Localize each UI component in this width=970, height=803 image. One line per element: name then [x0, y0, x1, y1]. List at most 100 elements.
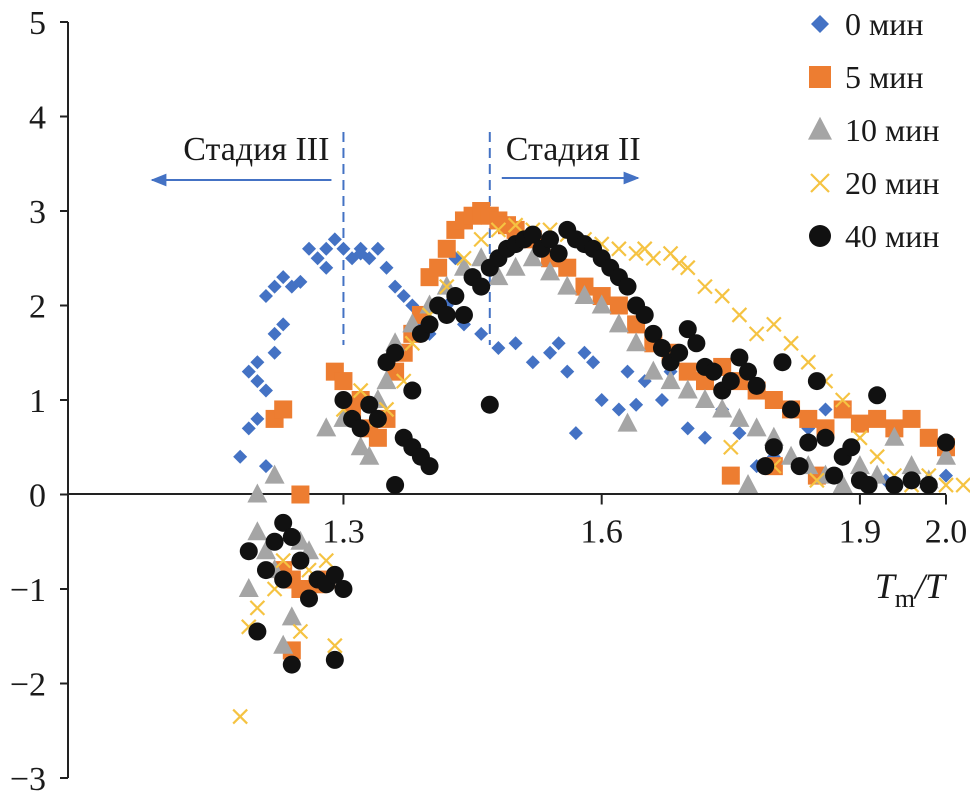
x-stroke	[473, 231, 489, 248]
data-point	[678, 320, 697, 339]
data-point	[938, 477, 954, 493]
y-tick-label: 5	[29, 5, 46, 42]
x-stroke	[800, 354, 817, 370]
data-point	[729, 407, 750, 427]
data-point	[766, 316, 782, 333]
data-point	[620, 364, 635, 379]
data-point	[250, 374, 265, 389]
y-tick-label: −2	[10, 667, 46, 704]
data-point	[809, 472, 825, 489]
y-tick-label: 2	[29, 289, 46, 326]
data-point	[420, 457, 439, 476]
y-tick-label: 4	[29, 100, 46, 137]
data-point	[574, 285, 595, 305]
data-point	[568, 426, 583, 441]
data-point	[869, 448, 885, 465]
data-point	[678, 362, 697, 381]
data-point	[522, 247, 543, 267]
x-stroke	[292, 623, 309, 640]
data-point	[250, 355, 265, 370]
data-point	[901, 455, 922, 475]
data-point	[654, 393, 669, 407]
data-point	[327, 637, 343, 654]
data-point	[334, 580, 353, 598]
data-point	[233, 449, 248, 464]
data-point	[238, 578, 259, 597]
data-point	[764, 391, 783, 409]
data-point	[490, 222, 507, 238]
legend: 0 мин 5 мин 10 мин 20 мин 40 мин	[808, 6, 940, 254]
data-point	[255, 540, 276, 560]
data-point	[282, 528, 301, 547]
data-point	[739, 362, 758, 381]
data-point	[955, 477, 970, 493]
x-stroke	[275, 552, 291, 569]
data-point	[629, 397, 644, 412]
data-point	[232, 708, 248, 725]
data-point	[902, 471, 921, 490]
data-point	[670, 343, 689, 362]
data-point	[560, 364, 575, 379]
data-point	[334, 372, 353, 391]
data-point	[275, 552, 291, 569]
data-point	[541, 230, 560, 249]
legend-marker	[811, 15, 829, 33]
legend-label: 20 мин	[845, 165, 940, 201]
data-point	[617, 412, 638, 432]
legend-marker	[809, 66, 831, 88]
data-point	[292, 623, 309, 640]
data-point	[248, 622, 267, 641]
data-point	[281, 606, 302, 626]
data-point	[437, 305, 456, 324]
data-point	[239, 542, 258, 561]
x-stroke	[611, 241, 627, 257]
data-point	[652, 339, 671, 358]
data-point	[258, 459, 273, 474]
data-point	[551, 336, 566, 351]
series-4	[239, 220, 955, 674]
x-stroke	[318, 552, 335, 569]
data-point	[264, 464, 285, 484]
stage-dividers: Стадия III Стадия II	[150, 131, 641, 345]
legend-marker	[808, 116, 832, 140]
data-point	[730, 348, 749, 367]
data-point	[525, 355, 540, 370]
x-stroke	[249, 600, 266, 616]
x-stroke	[490, 222, 507, 238]
data-point	[523, 225, 542, 244]
stage-label: Стадия III	[183, 131, 329, 168]
x-axis-title: Tm/T	[875, 566, 948, 613]
data-point	[680, 421, 695, 436]
data-point	[276, 270, 291, 285]
data-point	[273, 634, 294, 654]
data-point	[919, 476, 938, 495]
data-point	[265, 532, 284, 551]
data-point	[816, 428, 835, 447]
legend-label: 0 мин	[845, 6, 924, 42]
data-point	[446, 287, 465, 306]
data-point	[712, 398, 733, 418]
data-point	[783, 335, 799, 352]
data-point	[543, 345, 558, 360]
data-point	[256, 561, 275, 580]
data-point	[267, 326, 282, 341]
data-point	[714, 288, 730, 304]
data-point	[723, 439, 739, 456]
data-point	[842, 438, 861, 457]
x-stroke	[869, 448, 885, 465]
data-point	[611, 402, 626, 417]
legend-marker	[810, 173, 830, 193]
data-point	[868, 386, 887, 405]
data-point	[316, 417, 337, 437]
x-stroke	[301, 562, 317, 578]
data-point	[884, 426, 905, 446]
x-stroke	[628, 245, 644, 262]
y-tick-label: 1	[29, 383, 46, 420]
data-point	[282, 655, 301, 674]
data-point	[611, 241, 627, 257]
x-stroke	[456, 250, 472, 267]
y-tick-label: 0	[29, 478, 46, 515]
data-point	[732, 426, 747, 441]
data-point	[247, 483, 268, 503]
